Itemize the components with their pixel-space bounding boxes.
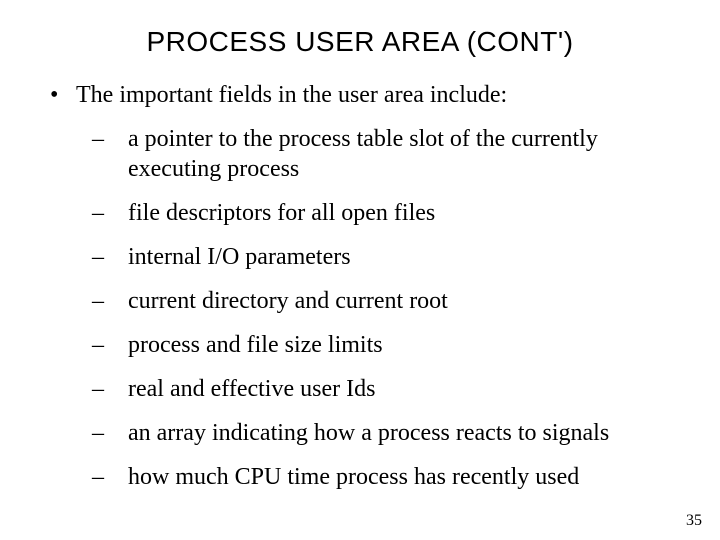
bullet-level2: –how much CPU time process has recently … <box>40 462 680 492</box>
dash-icon: – <box>110 418 128 448</box>
bullet-level2-text: file descriptors for all open files <box>128 200 435 226</box>
dash-icon: – <box>110 330 128 360</box>
bullet-level2-text: internal I/O parameters <box>128 244 351 270</box>
bullet-level2: –file descriptors for all open files <box>40 198 680 228</box>
bullet-level2-text: process and file size limits <box>128 332 383 358</box>
bullet-level2-text: real and effective user Ids <box>128 376 375 402</box>
bullet-level2-text: an array indicating how a process reacts… <box>128 420 609 446</box>
dash-icon: – <box>110 124 128 154</box>
bullet-level2-text: current directory and current root <box>128 288 448 314</box>
bullet-level2: –current directory and current root <box>40 286 680 316</box>
dash-icon: – <box>110 286 128 316</box>
dash-icon: – <box>110 374 128 404</box>
page-number: 35 <box>686 512 702 530</box>
slide-title: PROCESS USER AREA (CONT') <box>40 26 680 58</box>
bullet-level2-text: how much CPU time process has recently u… <box>128 464 579 490</box>
dash-icon: – <box>110 462 128 492</box>
bullet-level2-text: a pointer to the process table slot of t… <box>128 126 598 182</box>
bullet-level2: –an array indicating how a process react… <box>40 418 680 448</box>
bullet-level2: –internal I/O parameters <box>40 242 680 272</box>
slide: PROCESS USER AREA (CONT') The important … <box>0 0 720 540</box>
bullet-level2: –real and effective user Ids <box>40 374 680 404</box>
bullet-level2: –process and file size limits <box>40 330 680 360</box>
dash-icon: – <box>110 198 128 228</box>
bullet-level1: The important fields in the user area in… <box>40 80 680 110</box>
bullet-level1-text: The important fields in the user area in… <box>76 82 507 108</box>
dash-icon: – <box>110 242 128 272</box>
bullet-level2: –a pointer to the process table slot of … <box>40 124 680 184</box>
